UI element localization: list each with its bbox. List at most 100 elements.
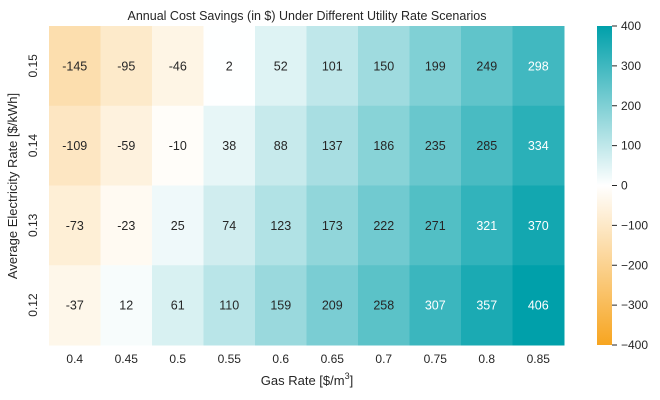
x-tick-label: 0.65 — [321, 352, 345, 366]
x-tick-label: 0.5 — [169, 352, 186, 366]
heatmap-cell — [461, 185, 513, 266]
x-axis-label-end: ] — [350, 373, 354, 388]
cell-value-label: 25 — [171, 219, 185, 233]
colorbar-tick-label: −400 — [621, 338, 648, 352]
x-tick-label: 0.7 — [375, 352, 392, 366]
colorbar-tick-label: 0 — [621, 179, 628, 193]
cell-value-label: 173 — [322, 219, 343, 233]
heatmap-cell — [152, 185, 204, 266]
heatmap-cell — [255, 265, 307, 346]
x-axis-label-sup: 3 — [345, 371, 350, 381]
x-axis-label: Gas Rate [$/m3] — [261, 371, 353, 388]
heatmap-cell — [49, 265, 101, 346]
heatmap-cell — [100, 265, 153, 346]
heatmap-cell — [358, 185, 410, 266]
cell-value-label: 61 — [171, 299, 185, 313]
cell-value-label: 12 — [119, 299, 133, 313]
x-tick-label: 0.85 — [527, 352, 551, 366]
heatmap-cells: -145 -95 -46 2 52 101 150 199 249 298-109 -59 -10 38… — [49, 26, 565, 346]
cell-value-label: -59 — [117, 139, 135, 153]
heatmap-cell — [306, 105, 359, 186]
cell-value-label: 370 — [528, 219, 549, 233]
cell-value-label: 235 — [425, 139, 446, 153]
heatmap-cell — [203, 185, 256, 266]
chart-title: Annual Cost Savings (in $) Under Differe… — [128, 9, 487, 23]
y-tick-label: 0.12 — [26, 293, 40, 317]
cell-value-label: 357 — [476, 299, 497, 313]
cell-value-label: 159 — [270, 299, 291, 313]
cell-value-label: 307 — [425, 299, 446, 313]
cell-value-label: 101 — [322, 59, 343, 73]
heatmap-cell — [255, 26, 307, 107]
heatmap-cell — [358, 265, 410, 346]
cell-value-label: 222 — [373, 219, 394, 233]
heatmap-cell — [203, 105, 256, 186]
y-tick-labels: 0.15 0.14 0.13 0.12 — [26, 54, 40, 317]
cell-value-label: 150 — [373, 59, 394, 73]
heatmap-cell — [409, 265, 462, 346]
cell-value-label: 321 — [476, 219, 497, 233]
cell-value-label: 52 — [274, 59, 288, 73]
cell-value-label: -46 — [169, 59, 187, 73]
cell-value-label: 209 — [322, 299, 343, 313]
heatmap-cell — [152, 26, 204, 107]
colorbar-tick-label: −100 — [621, 218, 648, 232]
heatmap-cell — [409, 185, 462, 266]
cell-value-label: 298 — [528, 59, 549, 73]
colorbar-ticks: 400 300 200 100 0 −100 −200 −300 −400 — [612, 19, 648, 352]
colorbar-tick-label: −200 — [621, 258, 648, 272]
heatmap-cell — [152, 105, 204, 186]
cell-value-label: 137 — [322, 139, 343, 153]
cell-value-label: 334 — [528, 139, 549, 153]
colorbar-tick-label: 200 — [621, 99, 641, 113]
heatmap-cell — [49, 185, 101, 266]
y-tick-label: 0.14 — [26, 134, 40, 158]
cell-value-label: 74 — [222, 219, 236, 233]
cell-value-label: 249 — [476, 59, 497, 73]
x-tick-label: 0.4 — [66, 352, 83, 366]
cell-value-label: 186 — [373, 139, 394, 153]
heatmap-cell — [512, 105, 565, 186]
heatmap-cell — [203, 26, 256, 107]
cell-value-label: -37 — [66, 299, 84, 313]
cell-value-label: 285 — [476, 139, 497, 153]
heatmap-cell — [512, 265, 565, 346]
x-tick-labels: 0.4 0.45 0.5 0.55 0.6 0.65 0.7 0.75 0.8 0.85 — [66, 352, 550, 366]
x-tick-label: 0.75 — [424, 352, 448, 366]
heatmap-cell — [152, 265, 204, 346]
heatmap-cell — [512, 185, 565, 266]
heatmap-cell — [49, 26, 101, 107]
cell-value-label: 110 — [219, 299, 239, 313]
x-tick-label: 0.45 — [115, 352, 139, 366]
colorbar — [597, 26, 612, 345]
cell-value-label: 2 — [226, 59, 233, 73]
x-tick-label: 0.55 — [218, 352, 242, 366]
colorbar-tick-label: 400 — [621, 19, 641, 33]
heatmap-cell — [255, 105, 307, 186]
heatmap-cell — [255, 185, 307, 266]
heatmap-cell — [306, 26, 359, 107]
cell-value-label: -95 — [117, 59, 135, 73]
heatmap-cell — [512, 26, 565, 107]
cell-value-label: -23 — [117, 219, 135, 233]
cell-value-label: 271 — [425, 219, 446, 233]
x-axis-label-main: Gas Rate [$/m — [261, 373, 345, 388]
heatmap-cell — [461, 105, 513, 186]
heatmap-cell — [100, 185, 153, 266]
heatmap-cell — [461, 265, 513, 346]
y-tick-label: 0.13 — [26, 213, 40, 237]
cell-value-label: 406 — [528, 299, 549, 313]
heatmap-cell — [461, 26, 513, 107]
y-tick-label: 0.15 — [26, 54, 40, 78]
heatmap-cell — [100, 105, 153, 186]
cell-value-label: -145 — [62, 59, 87, 73]
y-axis-label: Average Electricity Rate [$/kWh] — [5, 93, 20, 279]
cell-value-label: -109 — [62, 139, 87, 153]
colorbar-tick-label: −300 — [621, 298, 648, 312]
cell-value-label: 258 — [373, 299, 394, 313]
heatmap-cell — [409, 26, 462, 107]
colorbar-tick-label: 100 — [621, 139, 641, 153]
cell-value-label: 38 — [222, 139, 236, 153]
colorbar-tick-label: 300 — [621, 59, 641, 73]
